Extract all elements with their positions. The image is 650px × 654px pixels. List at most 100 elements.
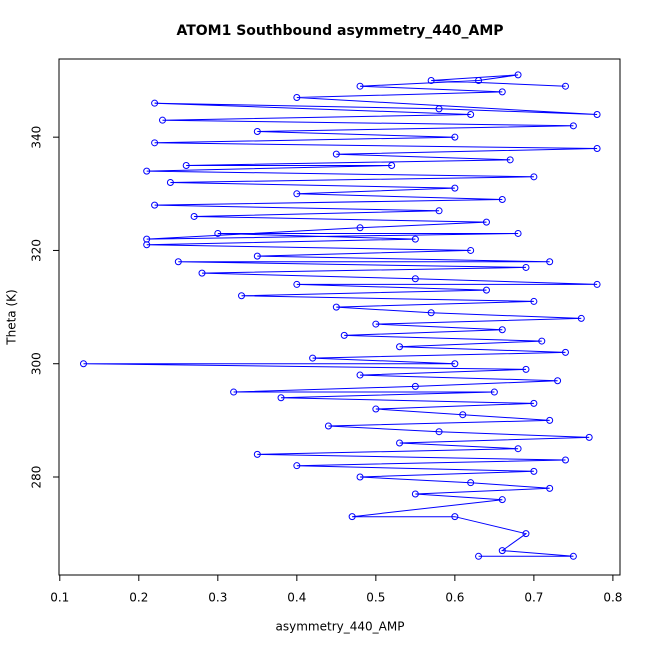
data-point (561, 348, 569, 356)
data-point (143, 167, 151, 175)
data-point (546, 484, 554, 492)
data-point (174, 258, 182, 266)
data-point (546, 258, 554, 266)
y-tick-label: 300 (30, 352, 44, 375)
data-point (151, 139, 159, 147)
data-point (253, 252, 261, 260)
data-point (514, 71, 522, 79)
data-point (554, 377, 562, 385)
y-tick-label: 340 (30, 126, 44, 149)
data-point (451, 184, 459, 192)
data-point (506, 156, 514, 164)
y-axis-label: Theta (K) (5, 289, 19, 345)
data-point (411, 275, 419, 283)
data-point (396, 343, 404, 351)
data-point (238, 292, 246, 300)
data-point (467, 479, 475, 487)
data-point (253, 128, 261, 136)
data-point (530, 467, 538, 475)
data-point (230, 388, 238, 396)
data-point (498, 547, 506, 555)
data-point (482, 218, 490, 226)
data-point (198, 269, 206, 277)
data-point (490, 388, 498, 396)
data-point (561, 82, 569, 90)
data-point (467, 111, 475, 119)
data-point (143, 235, 151, 243)
data-point (293, 462, 301, 470)
data-point (530, 399, 538, 407)
data-point (332, 303, 340, 311)
data-point (372, 320, 380, 328)
x-tick-label: 0.2 (129, 591, 148, 605)
x-tick-label: 0.4 (287, 591, 306, 605)
data-point (356, 473, 364, 481)
data-point (561, 456, 569, 464)
data-point (451, 133, 459, 141)
data-line (83, 74, 598, 557)
data-point (79, 360, 87, 368)
data-point (593, 111, 601, 119)
data-point (427, 309, 435, 317)
data-point (214, 229, 222, 237)
data-point (498, 326, 506, 334)
data-point (569, 122, 577, 130)
data-point (522, 365, 530, 373)
plot-box (58, 58, 621, 576)
data-point (388, 161, 396, 169)
data-point (530, 297, 538, 305)
x-tick-label: 0.1 (50, 591, 69, 605)
data-point (277, 394, 285, 402)
data-point (332, 150, 340, 158)
data-point (340, 331, 348, 339)
y-tick-label: 320 (30, 239, 44, 262)
data-point (435, 105, 443, 113)
data-point (451, 360, 459, 368)
data-point (451, 513, 459, 521)
data-point (498, 496, 506, 504)
data-point (356, 224, 364, 232)
data-point (356, 371, 364, 379)
data-point (538, 337, 546, 345)
data-point (190, 212, 198, 220)
x-axis-label: asymmetry_440_AMP (276, 620, 405, 634)
data-point (348, 513, 356, 521)
data-point (475, 77, 483, 85)
x-tick-label: 0.6 (445, 591, 464, 605)
data-point (324, 422, 332, 430)
data-point (411, 382, 419, 390)
data-point (482, 286, 490, 294)
data-point (293, 94, 301, 102)
data-point (435, 428, 443, 436)
data-point (522, 530, 530, 538)
data-point (427, 77, 435, 85)
data-point (585, 433, 593, 441)
data-point (475, 552, 483, 560)
x-tick-label: 0.5 (366, 591, 385, 605)
x-tick-label: 0.3 (208, 591, 227, 605)
data-point (151, 201, 159, 209)
data-point (569, 552, 577, 560)
data-point (293, 280, 301, 288)
data-point (546, 416, 554, 424)
data-point (411, 235, 419, 243)
y-tick-label: 280 (30, 466, 44, 489)
data-point (459, 411, 467, 419)
x-tick-label: 0.7 (524, 591, 543, 605)
x-tick-label: 0.8 (603, 591, 622, 605)
data-point (498, 88, 506, 96)
data-point (309, 354, 317, 362)
data-point (182, 161, 190, 169)
data-point (435, 207, 443, 215)
data-point (166, 178, 174, 186)
data-point (411, 490, 419, 498)
data-point (593, 280, 601, 288)
data-point (514, 445, 522, 453)
data-point (151, 99, 159, 107)
data-point (159, 116, 167, 124)
chart-title: ATOM1 Southbound asymmetry_440_AMP (176, 23, 503, 39)
data-point (522, 263, 530, 271)
data-point (396, 439, 404, 447)
